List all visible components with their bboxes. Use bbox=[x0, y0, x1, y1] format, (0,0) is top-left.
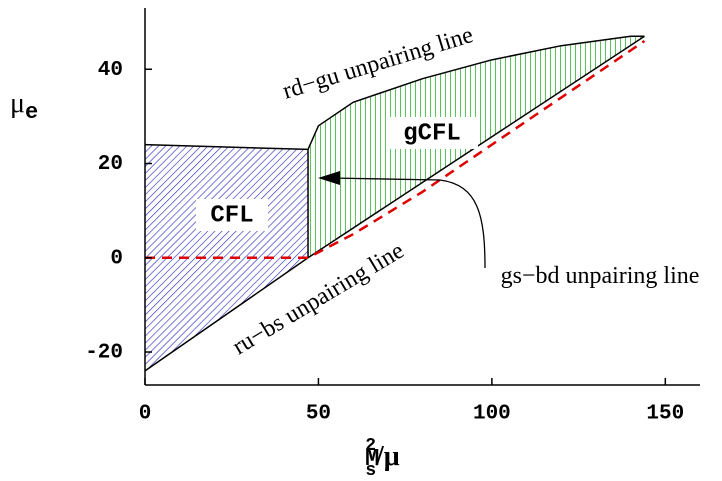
x-tick-label: 50 bbox=[306, 403, 331, 426]
y-axis-label: μe bbox=[10, 88, 38, 125]
x-axis-label: Ms 2/μ bbox=[365, 436, 400, 481]
label-part: M bbox=[365, 446, 379, 473]
line-label: gs−bd unpairing line bbox=[501, 263, 700, 289]
label-part: e bbox=[25, 100, 38, 125]
label-part: s bbox=[365, 461, 376, 481]
y-tick-label: 20 bbox=[98, 153, 123, 176]
x-tick-label: 0 bbox=[139, 403, 152, 426]
region-label: CFL bbox=[210, 202, 253, 229]
x-tick-label: 100 bbox=[473, 403, 511, 426]
label-bg bbox=[386, 117, 478, 149]
annotation-arrow bbox=[329, 177, 486, 269]
region-label: gCFL bbox=[403, 120, 461, 147]
series-line bbox=[144, 35, 645, 372]
arrow-head bbox=[318, 171, 340, 185]
y-tick-label: 40 bbox=[98, 59, 123, 82]
y-tick-label: -20 bbox=[85, 342, 123, 365]
label-part: μ bbox=[10, 88, 25, 119]
x-tick-label: 150 bbox=[646, 403, 684, 426]
series-line bbox=[144, 35, 645, 151]
label-part: /μ bbox=[375, 441, 400, 472]
series-line bbox=[145, 39, 646, 260]
y-tick-label: 0 bbox=[110, 247, 123, 270]
label-part: 2 bbox=[365, 436, 376, 456]
label-bg bbox=[196, 199, 268, 231]
